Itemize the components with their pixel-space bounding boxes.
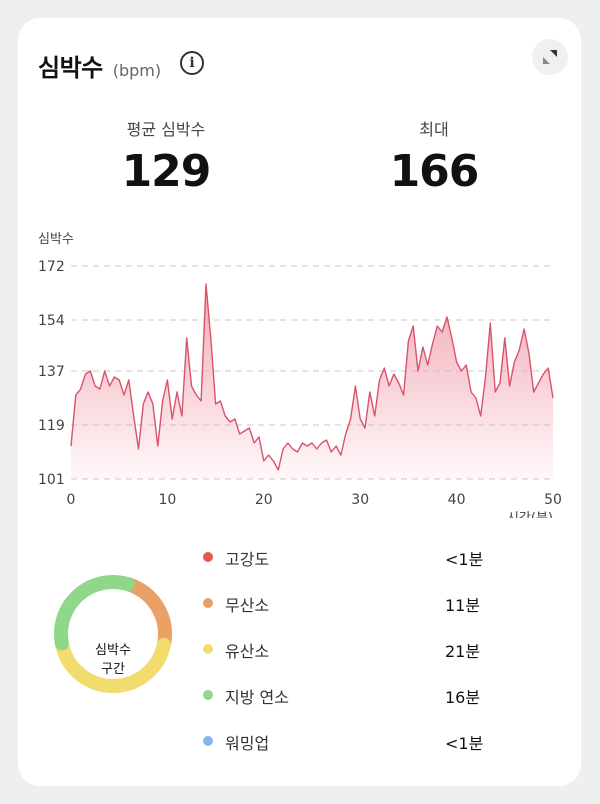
y-tick-label: 154: [38, 313, 65, 329]
donut-label-line2: 구간: [101, 662, 125, 677]
zone-row-high-intensity: 고강도 <1분: [203, 545, 503, 569]
x-tick-label: 20: [255, 492, 273, 508]
heart-rate-line: [70, 283, 554, 471]
zone-color-dot: [203, 644, 213, 654]
heart-rate-card: 심박수 (bpm) i 평균 심박수 129 최대 166 심박수 172 154 1…: [18, 18, 581, 786]
max-value: 166: [389, 146, 480, 197]
zone-name: 고강도: [225, 550, 270, 569]
zone-color-dot: [203, 598, 213, 608]
donut-center-label: 심박수 구간: [72, 641, 154, 679]
zone-duration: 11분: [445, 596, 481, 615]
x-tick-label: 10: [158, 492, 176, 508]
x-tick-label: 40: [448, 492, 466, 508]
y-tick-label: 172: [38, 259, 65, 275]
zone-row-anaerobic: 무산소 11분: [203, 591, 503, 615]
y-tick-label: 101: [38, 472, 65, 488]
zone-duration: 21분: [445, 642, 481, 661]
zone-duration: <1분: [445, 550, 484, 569]
donut-label-line1: 심박수: [95, 643, 131, 658]
average-value: 129: [121, 146, 212, 197]
max-heart-rate: 최대 166: [334, 116, 534, 197]
max-label: 최대: [419, 120, 449, 139]
card-header: 심박수 (bpm): [38, 48, 161, 83]
y-axis-label: 심박수: [38, 232, 74, 247]
zone-color-dot: [203, 552, 213, 562]
info-icon[interactable]: i: [180, 51, 204, 75]
expand-icon: [543, 50, 557, 64]
donut-segment: [55, 637, 171, 693]
zone-name: 유산소: [225, 642, 270, 661]
donut-segment: [54, 575, 135, 651]
zone-name: 무산소: [225, 596, 270, 615]
x-axis-label: 시간(분): [507, 511, 553, 518]
x-tick-label: 50: [544, 492, 562, 508]
zone-row-aerobic: 유산소 21분: [203, 637, 503, 661]
x-tick-label: 30: [351, 492, 369, 508]
heart-rate-chart: 심박수17215413711910101020304050시간(분): [38, 232, 562, 518]
expand-button[interactable]: [532, 39, 568, 75]
zone-name: 워밍업: [225, 734, 270, 753]
x-tick-label: 0: [67, 492, 76, 508]
y-tick-label: 119: [38, 418, 65, 434]
zone-color-dot: [203, 736, 213, 746]
heart-rate-area: [71, 284, 553, 479]
zone-name: 지방 연소: [225, 688, 289, 707]
zone-row-fat-burn: 지방 연소 16분: [203, 683, 503, 707]
heart-rate-zones: 심박수 구간 고강도 <1분 무산소 11분 유산소 21분 지방 연소 16분…: [18, 523, 581, 763]
zone-row-warmup: 워밍업 <1분: [203, 729, 503, 753]
donut-segment: [123, 577, 172, 650]
y-tick-label: 137: [38, 364, 65, 380]
average-heart-rate: 평균 심박수 129: [66, 116, 266, 197]
zone-color-dot: [203, 690, 213, 700]
zone-duration: 16분: [445, 688, 481, 707]
zone-duration: <1분: [445, 734, 484, 753]
zone-donut-chart: [54, 575, 172, 693]
average-label: 평균 심박수: [126, 120, 206, 139]
unit-label: (bpm): [112, 61, 162, 80]
card-title: 심박수: [38, 54, 103, 82]
